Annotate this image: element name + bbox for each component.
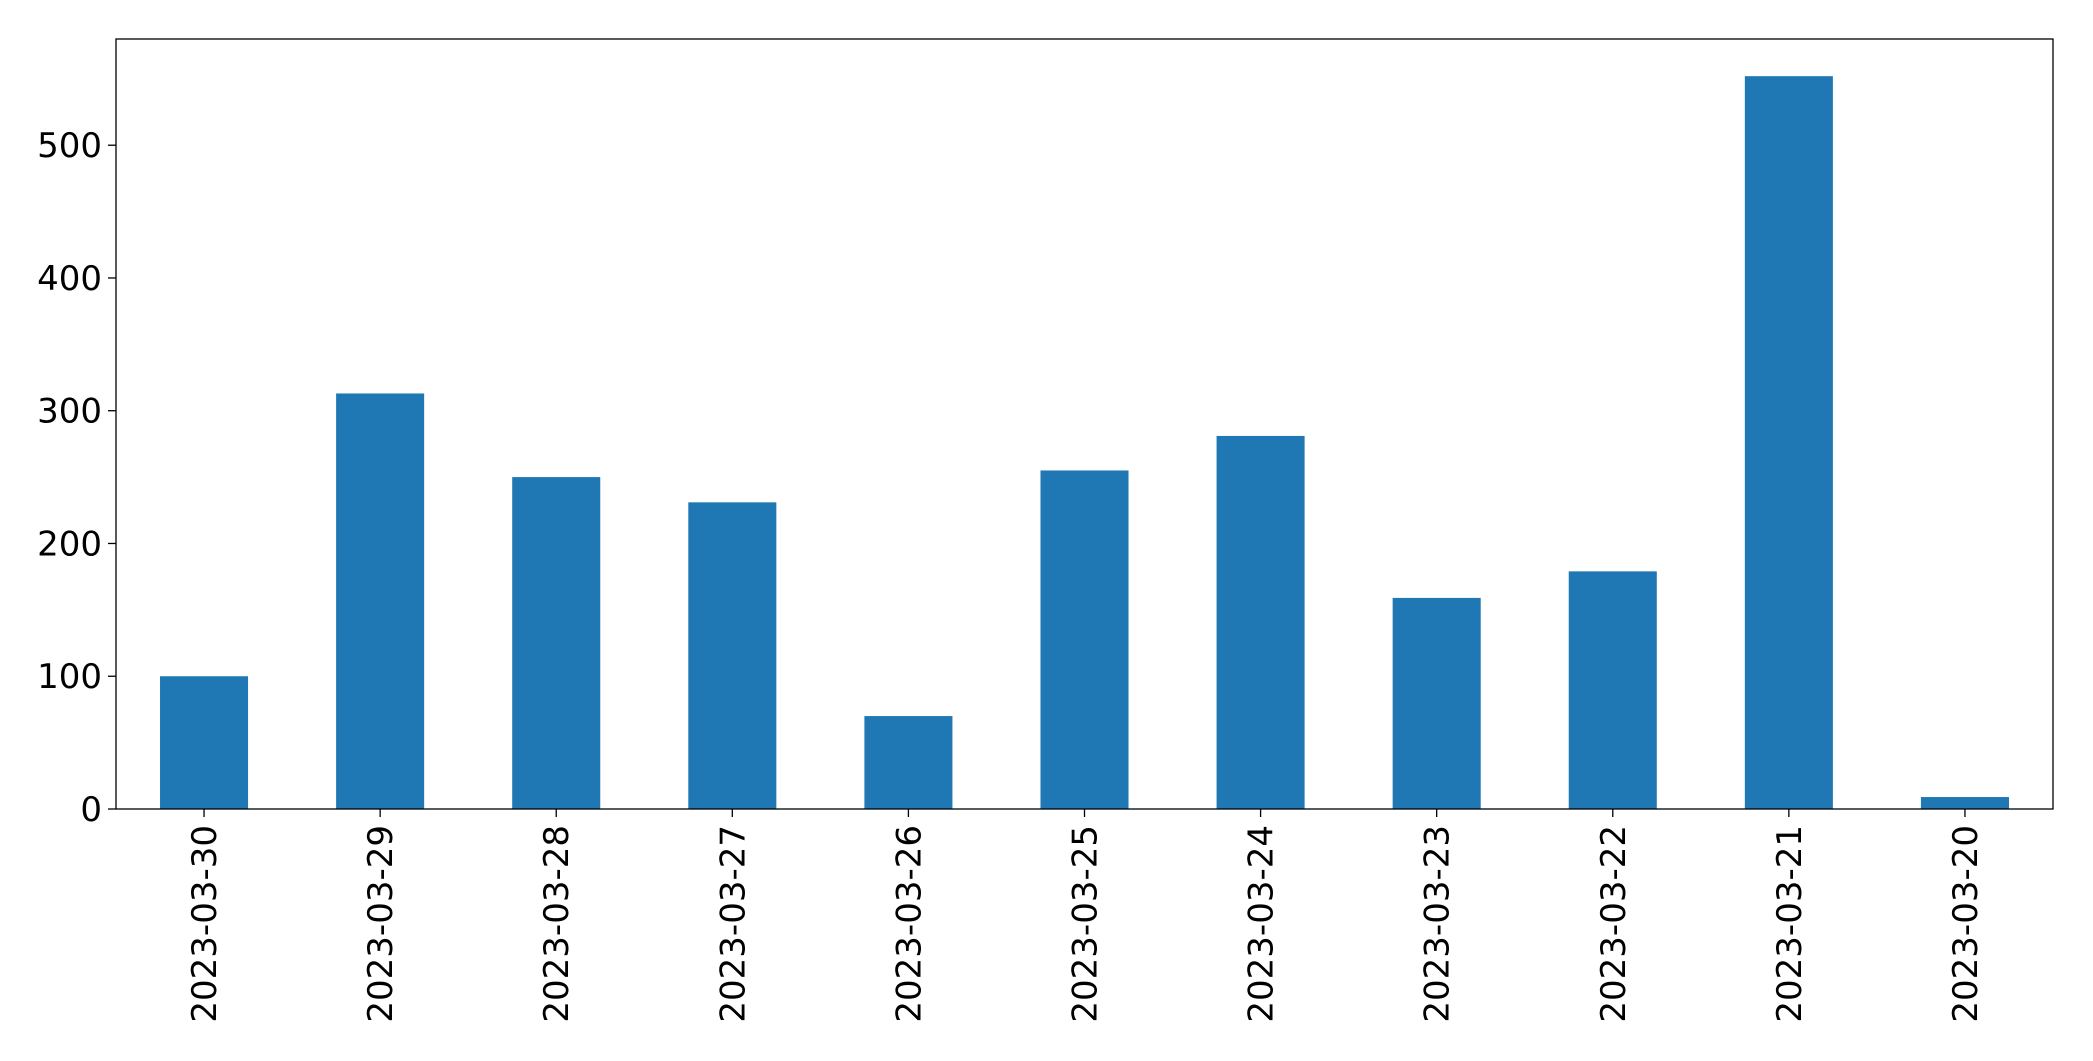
bar (864, 716, 953, 809)
x-tick-label: 2023-03-25 (1066, 825, 1106, 1023)
bar (688, 502, 777, 809)
x-tick-label: 2023-03-27 (713, 825, 753, 1023)
y-tick-label: 200 (37, 524, 102, 564)
x-tick-label: 2023-03-28 (537, 825, 577, 1023)
x-tick-label: 2023-03-24 (1242, 825, 1282, 1023)
x-tick-label: 2023-03-22 (1594, 825, 1634, 1023)
plot-frame (115, 38, 2054, 810)
bar (1744, 76, 1833, 809)
bar (1040, 470, 1129, 809)
bar (1568, 571, 1657, 809)
x-tick-label: 2023-03-26 (889, 825, 929, 1023)
x-tick-label: 2023-03-29 (361, 825, 401, 1023)
y-tick-label: 0 (80, 790, 102, 830)
x-tick-label: 2023-03-30 (185, 825, 225, 1023)
bar (336, 393, 425, 809)
y-tick-label: 100 (37, 657, 102, 697)
bar (160, 676, 249, 809)
x-tick-label: 2023-03-21 (1770, 825, 1810, 1023)
bar (1920, 797, 2009, 809)
y-tick-label: 500 (37, 126, 102, 166)
y-tick-label: 400 (37, 259, 102, 299)
y-tick-label: 300 (37, 392, 102, 432)
bar (1392, 597, 1481, 809)
x-tick-label: 2023-03-20 (1946, 825, 1986, 1023)
x-tick-label: 2023-03-23 (1418, 825, 1458, 1023)
bar (1216, 435, 1305, 809)
bar (512, 477, 601, 809)
